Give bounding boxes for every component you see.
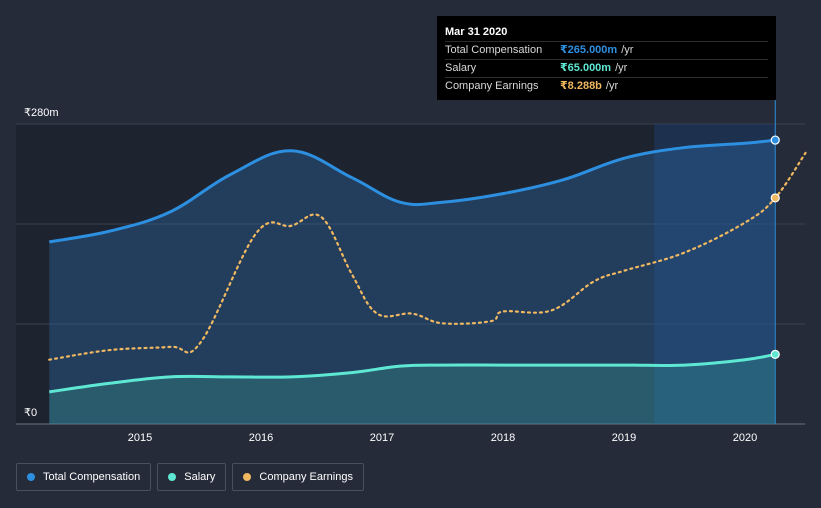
tooltip-label: Total Compensation: [445, 44, 543, 56]
plot-background: [16, 124, 776, 424]
axis-layer: 2015 2016 2017 2018 2019 2020 ₹280m ₹0: [24, 107, 757, 444]
x-tick-label: 2020: [733, 432, 757, 444]
tooltip-date: Mar 31 2020: [445, 26, 508, 38]
hover-point-salary: [770, 349, 780, 359]
grid-layer: [16, 123, 805, 425]
legend-item-salary[interactable]: Salary: [157, 463, 227, 491]
x-tick-label: 2018: [491, 432, 515, 444]
point-layer: [770, 135, 780, 359]
tooltip-value: ₹65.000m: [560, 62, 612, 74]
hover-point-company-earnings: [770, 193, 780, 203]
legend-item-total-compensation[interactable]: Total Compensation: [16, 463, 152, 491]
chart-legend: Total Compensation Salary Company Earnin…: [16, 463, 364, 491]
tooltip-label: Salary: [445, 62, 477, 74]
tooltip-row-total-compensation: Total Compensation ₹265.000m /yr: [445, 41, 768, 59]
area-layer: [49, 140, 776, 425]
tooltip-value: ₹265.000m: [560, 44, 618, 56]
legend-label: Total Compensation: [43, 471, 141, 483]
tooltip-label: Company Earnings: [445, 80, 539, 92]
tooltip-value: ₹8.288b: [560, 80, 602, 92]
tooltip-unit: /yr: [615, 62, 628, 74]
x-tick-label: 2015: [128, 432, 152, 444]
tooltip-unit: /yr: [621, 44, 634, 56]
series-area-salary: [49, 354, 776, 424]
line-layer: [48, 138, 807, 394]
hover-tooltip: Mar 31 2020 Total Compensation ₹265.000m…: [437, 16, 776, 100]
y-tick-label: ₹0: [24, 407, 37, 419]
legend-label: Company Earnings: [259, 471, 353, 483]
legend-item-company-earnings[interactable]: Company Earnings: [232, 463, 364, 491]
hover-highlight-band: [654, 124, 776, 424]
legend-label: Salary: [184, 471, 216, 483]
series-line-total-compensation: [48, 138, 776, 244]
x-tick-label: 2017: [370, 432, 394, 444]
hover-point-total-compensation: [770, 135, 780, 145]
tooltip-unit: /yr: [605, 80, 619, 92]
legend-dot-icon: [168, 473, 177, 481]
tooltip-row-salary: Salary ₹65.000m /yr: [445, 59, 768, 77]
highlight-layer: [654, 100, 776, 424]
series-line-company-earnings: [48, 151, 807, 361]
x-tick-label: 2016: [249, 432, 273, 444]
legend-dot-icon: [243, 473, 252, 481]
series-area-total-compensation: [49, 140, 776, 425]
y-tick-label: ₹280m: [24, 107, 59, 119]
legend-dot-icon: [27, 473, 35, 481]
tooltip-row-company-earnings: Company Earnings ₹8.288b /yr: [445, 77, 768, 95]
series-line-salary: [49, 352, 776, 394]
x-tick-label: 2019: [612, 432, 636, 444]
